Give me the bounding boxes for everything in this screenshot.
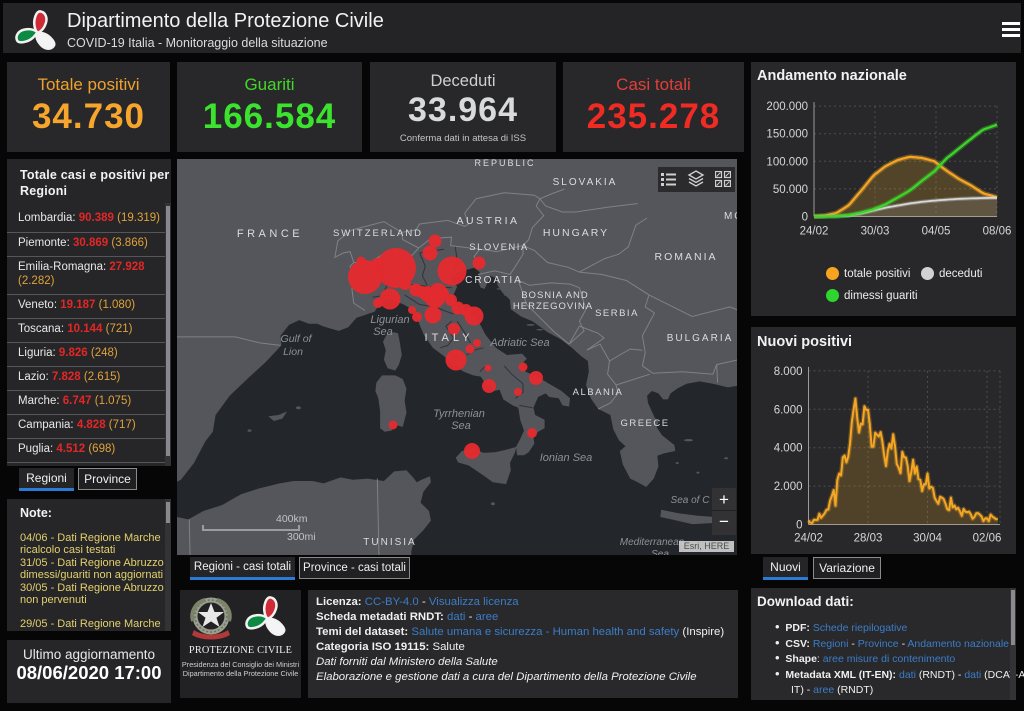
svg-text:2.000: 2.000 bbox=[774, 481, 803, 493]
svg-text:SERBIA: SERBIA bbox=[595, 308, 639, 319]
svg-text:Sea of C: Sea of C bbox=[671, 495, 711, 506]
svg-text:Sea: Sea bbox=[373, 326, 393, 338]
svg-text:Lion: Lion bbox=[283, 346, 303, 358]
svg-text:HUNGARY: HUNGARY bbox=[543, 227, 609, 239]
svg-text:Gulf of: Gulf of bbox=[281, 333, 313, 345]
svg-text:TUNISIA: TUNISIA bbox=[363, 537, 416, 548]
svg-text:BULGARIA: BULGARIA bbox=[667, 333, 734, 344]
svg-text:24/02: 24/02 bbox=[800, 226, 829, 238]
svg-text:Sea: Sea bbox=[651, 549, 669, 555]
svg-text:02/06: 02/06 bbox=[973, 533, 1002, 545]
svg-text:Ionian Sea: Ionian Sea bbox=[540, 452, 593, 464]
svg-text:BOSNIA AND: BOSNIA AND bbox=[521, 290, 589, 301]
svg-text:6.000: 6.000 bbox=[774, 404, 803, 416]
svg-text:Ligurian: Ligurian bbox=[370, 314, 409, 326]
svg-text:FRANCE: FRANCE bbox=[237, 228, 303, 240]
svg-text:30/03: 30/03 bbox=[861, 226, 890, 238]
svg-text:HERZEGOVINA: HERZEGOVINA bbox=[513, 301, 593, 312]
svg-text:ROMANIA: ROMANIA bbox=[654, 251, 717, 263]
svg-text:ITALY: ITALY bbox=[425, 332, 474, 344]
svg-text:24/02: 24/02 bbox=[794, 533, 823, 545]
svg-text:150.000: 150.000 bbox=[766, 129, 808, 141]
svg-text:GREECE: GREECE bbox=[620, 418, 669, 429]
svg-text:SLOVAKIA: SLOVAKIA bbox=[553, 177, 618, 188]
svg-text:0: 0 bbox=[802, 212, 808, 224]
svg-text:8.000: 8.000 bbox=[774, 366, 803, 378]
svg-text:SLOVENIA: SLOVENIA bbox=[469, 242, 529, 253]
svg-text:AUSTRIA: AUSTRIA bbox=[456, 215, 519, 227]
svg-text:Mediterranean: Mediterranean bbox=[620, 537, 685, 548]
svg-text:50.000: 50.000 bbox=[773, 184, 808, 196]
svg-text:MO: MO bbox=[724, 211, 737, 222]
svg-text:08/06: 08/06 bbox=[983, 226, 1012, 238]
svg-text:CROATIA: CROATIA bbox=[465, 275, 523, 286]
svg-text:ALBANIA: ALBANIA bbox=[573, 387, 624, 398]
svg-text:30/04: 30/04 bbox=[913, 533, 942, 545]
svg-text:Adriatic Sea: Adriatic Sea bbox=[489, 337, 549, 349]
svg-text:SWITZERLAND: SWITZERLAND bbox=[333, 228, 423, 239]
svg-text:28/03: 28/03 bbox=[854, 533, 883, 545]
svg-text:Sea: Sea bbox=[451, 420, 471, 432]
svg-text:Tyrrhenian: Tyrrhenian bbox=[433, 408, 485, 420]
svg-text:REPUBLIC: REPUBLIC bbox=[474, 159, 535, 168]
svg-text:200.000: 200.000 bbox=[766, 101, 808, 113]
svg-text:0: 0 bbox=[796, 520, 802, 532]
svg-text:4.000: 4.000 bbox=[774, 443, 803, 455]
svg-text:100.000: 100.000 bbox=[766, 156, 808, 168]
svg-text:04/05: 04/05 bbox=[922, 226, 951, 238]
